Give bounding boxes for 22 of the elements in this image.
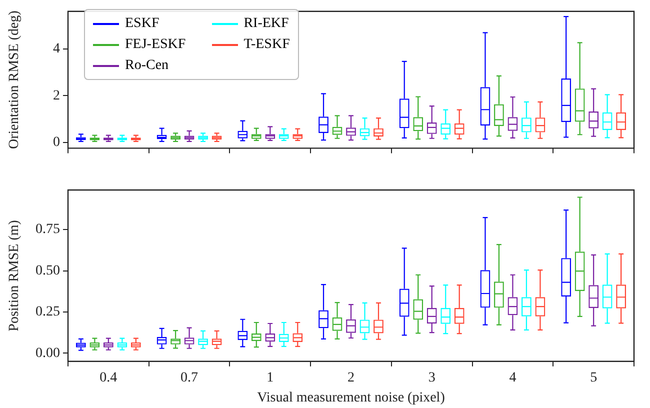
y-axis-title: Position RMSE (m) [7,220,22,332]
x-tick-label: 2 [348,370,354,386]
legend-label: FEJ-ESKF [125,36,186,52]
y-tick-label: 0.00 [36,346,60,361]
y-tick-label: 0.25 [36,304,60,320]
y-tick-label: 0.50 [36,263,60,278]
x-tick-label: 3 [428,370,436,386]
x-tick-label: 5 [590,370,598,386]
y-tick-label: 4 [53,41,60,56]
x-tick-label: 0.7 [180,370,198,386]
y-tick-label: 0.75 [36,222,60,238]
legend-label: ESKF [125,16,160,32]
x-axis-title: Visual measurement noise (pixel) [257,390,446,406]
x-tick-label: 0.4 [100,370,118,386]
x-tick-label: 1 [266,370,274,386]
legend-label: Ro-Cen [125,58,169,74]
legend-label: RI-EKF [244,16,289,32]
y-tick-label: 0 [53,135,60,150]
y-axis-title: Orientation RMSE (deg) [7,10,22,150]
x-tick-label: 4 [509,370,516,386]
y-tick-label: 2 [53,88,60,104]
legend-label: T-ESKF [244,36,290,52]
